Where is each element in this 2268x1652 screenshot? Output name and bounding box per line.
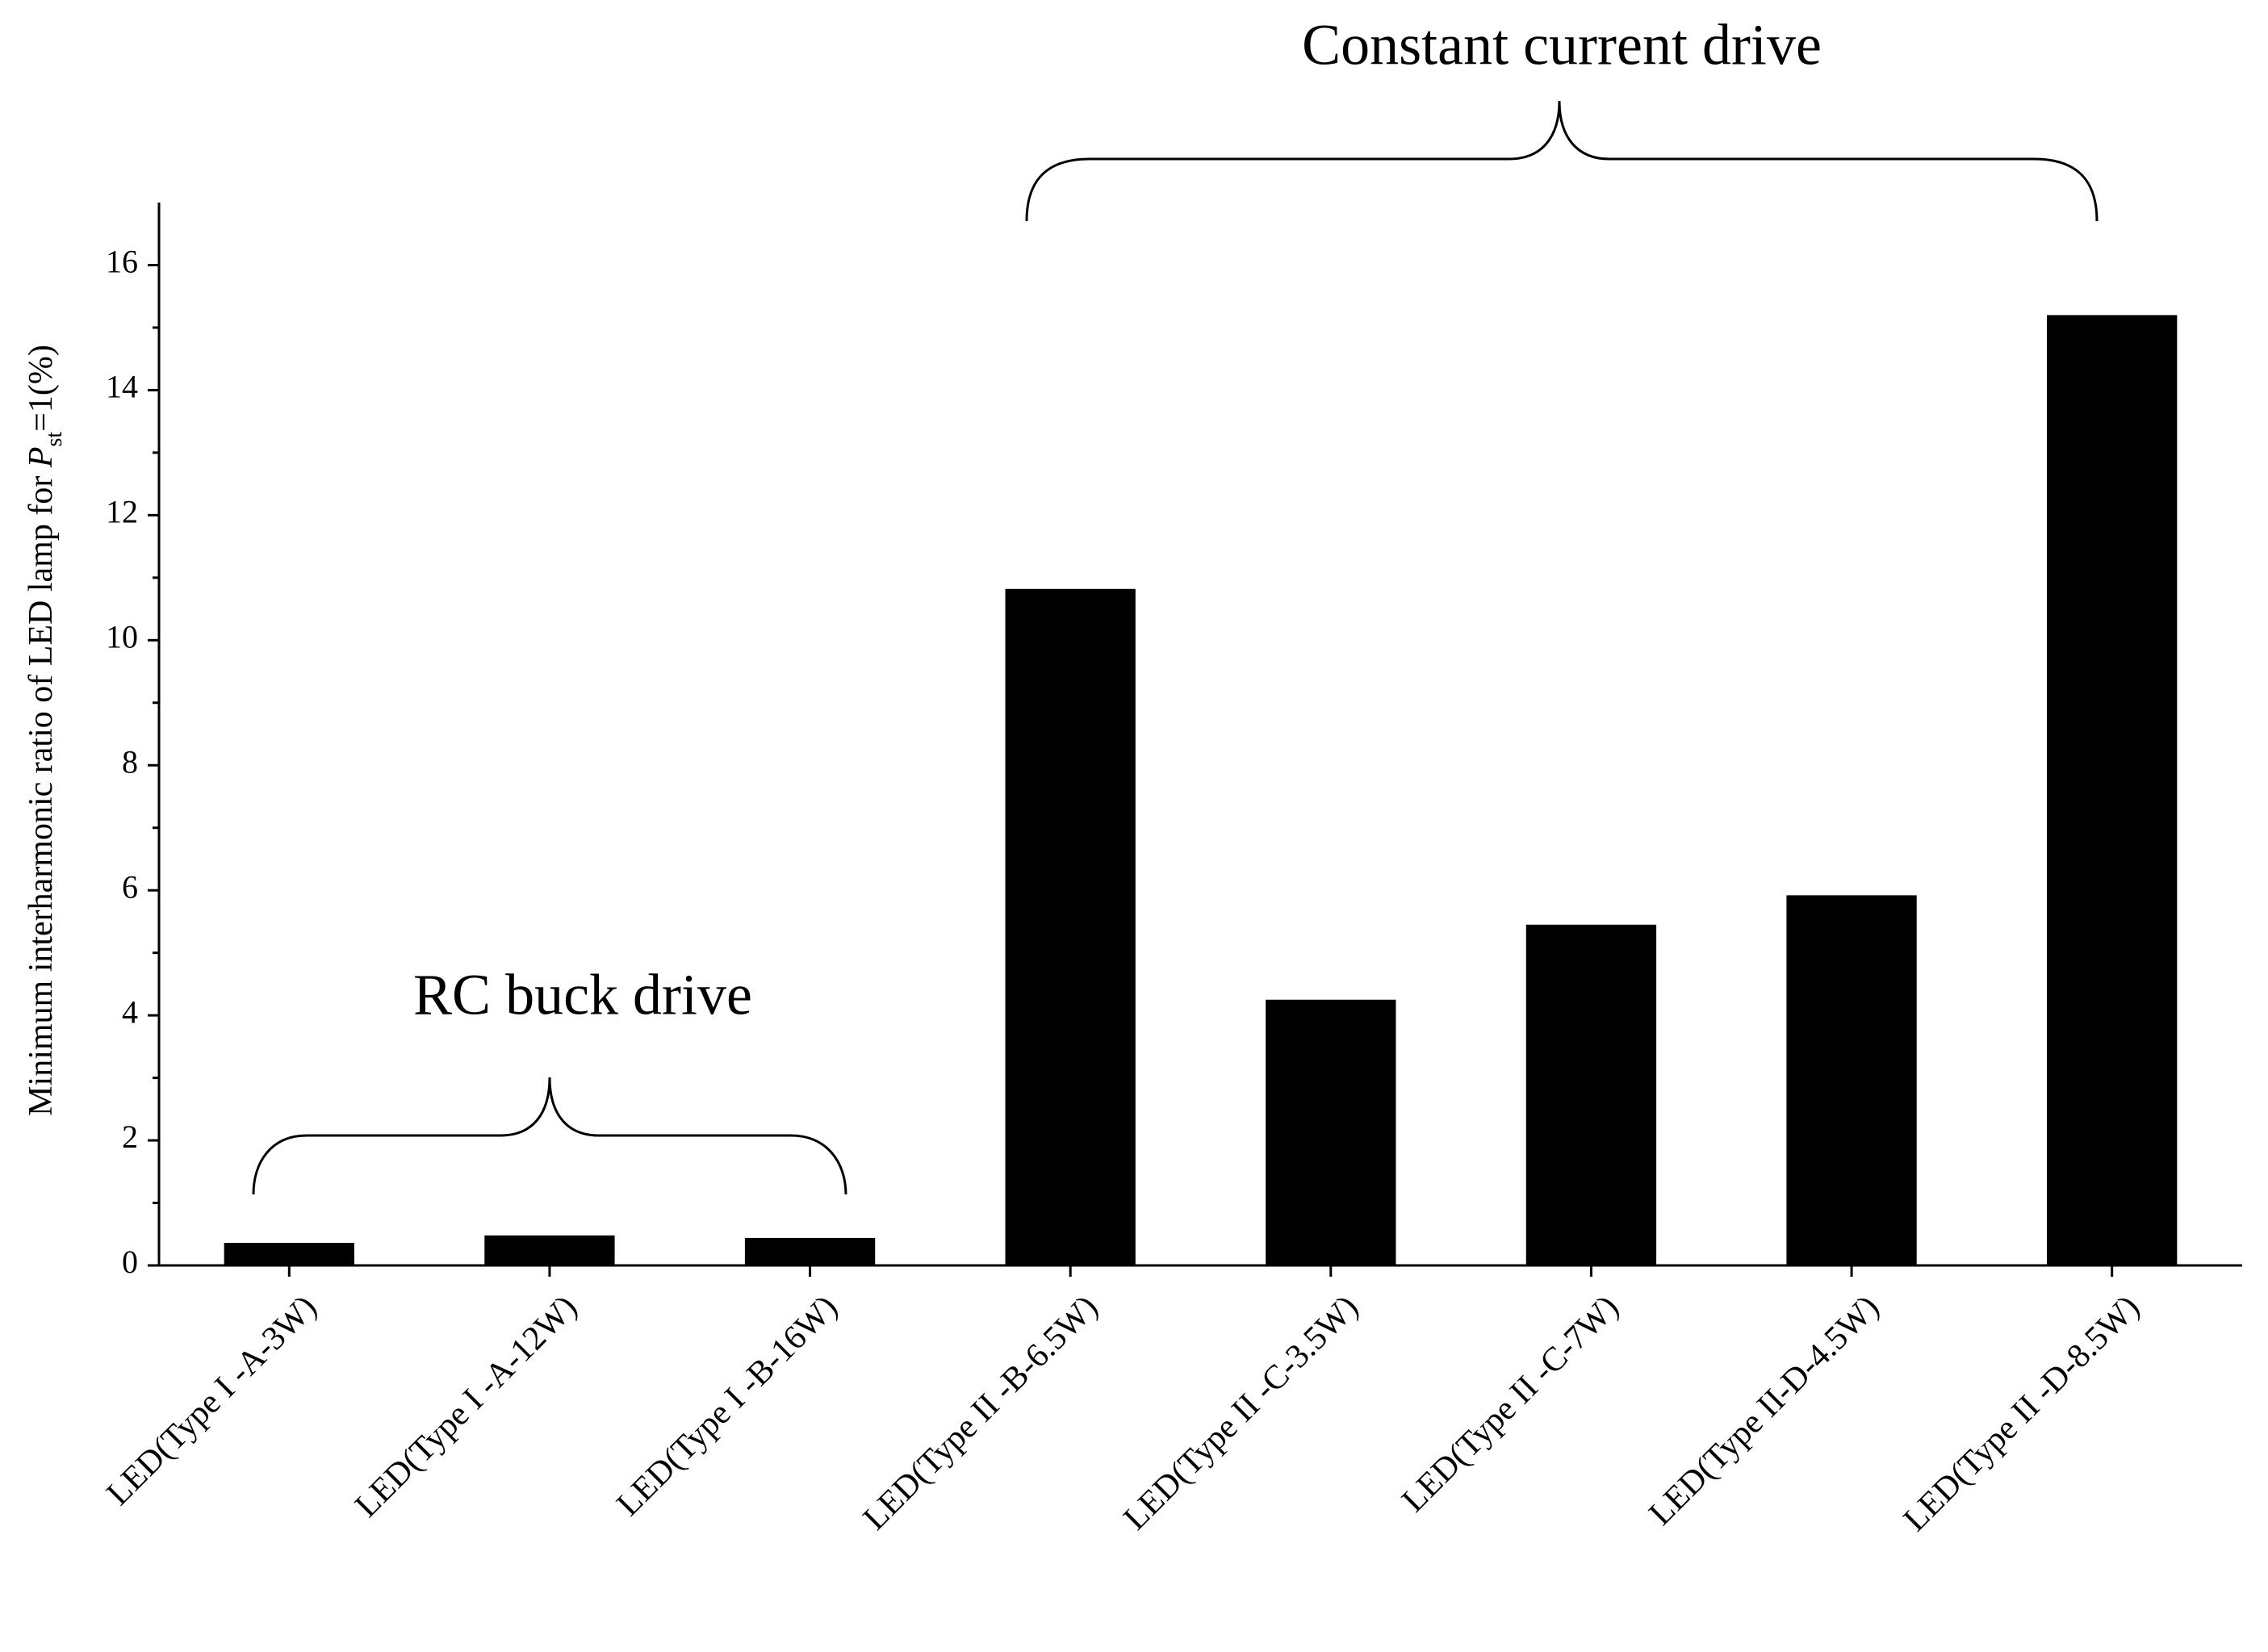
y-tick-label: 2 (122, 1119, 138, 1155)
bar (744, 1237, 876, 1265)
bar (1266, 999, 1396, 1265)
annotation: Constant current drive (1302, 13, 1822, 77)
bar (1525, 924, 1657, 1265)
x-tick-label: LED(Type II -C-3.5W) (1117, 1289, 1366, 1537)
x-tick-label: LED(Type II -C-7W) (1395, 1289, 1626, 1520)
annotation: RC buck drive (413, 963, 752, 1027)
bar (1005, 588, 1136, 1265)
x-tick-label: LED(Type I -A-12W) (348, 1289, 584, 1525)
bar (2047, 315, 2178, 1266)
y-tick-label: 6 (122, 868, 138, 905)
y-tick-label: 4 (122, 993, 138, 1030)
brace (252, 1077, 847, 1195)
bar (224, 1243, 354, 1265)
y-tick-label: 0 (122, 1244, 138, 1280)
y-label-part: =1(%) (23, 345, 60, 432)
y-label-part: Minimum interharmonic ratio of LED lamp … (23, 467, 60, 1116)
x-tick-label: LED(Type II -B-6.5W) (856, 1289, 1105, 1537)
y-axis-label: Minimum interharmonic ratio of LED lamp … (23, 345, 67, 1116)
x-tick-label: LED(Type II -D-8.5W) (1897, 1289, 2147, 1539)
y-tick-label: 10 (106, 618, 138, 655)
bar (484, 1235, 615, 1265)
y-label-part: st (42, 432, 67, 447)
y-tick-label: 12 (106, 494, 138, 530)
y-tick-label: 8 (122, 743, 138, 780)
brace (1025, 100, 2099, 222)
bar (1786, 895, 1917, 1265)
y-tick-label: 16 (106, 244, 138, 280)
y-label-part: P (23, 447, 60, 469)
x-tick-label: LED(Type I -B-16W) (610, 1289, 845, 1524)
x-tick-label: LED(Type II-D-4.5W) (1642, 1289, 1887, 1533)
x-tick-label: LED(Type I -A-3W) (100, 1289, 324, 1513)
y-tick-label: 14 (106, 369, 138, 405)
